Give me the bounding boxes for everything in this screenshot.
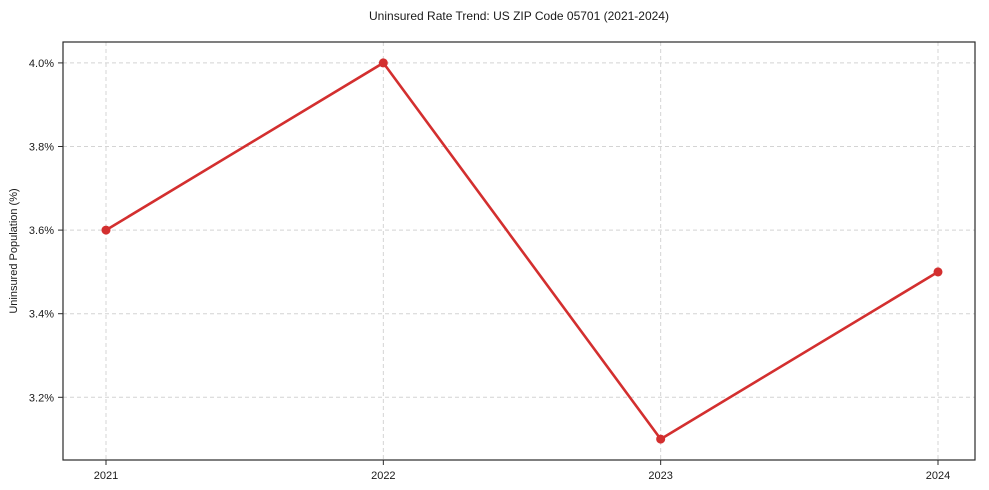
plot-area [62,41,976,461]
chart-title: Uninsured Rate Trend: US ZIP Code 05701 … [369,9,669,23]
x-tick-label: 2022 [371,470,395,482]
y-tick-label: 3.4% [29,309,54,321]
y-tick-label: 3.8% [29,142,54,154]
x-tick-label: 2021 [94,470,118,482]
series-layer [101,58,943,444]
tick-layer: 3.2% 3.4% 3.6% 3.8% 4.0% 2021 2022 2023 2024 [29,58,950,482]
y-tick-label: 4.0% [29,58,54,70]
x-tick-label: 2024 [926,470,950,482]
x-tick-label: 2023 [648,470,672,482]
data-point-marker [101,225,111,235]
y-tick-label: 3.6% [29,225,54,237]
data-point-marker [933,267,943,277]
y-tick-label: 3.2% [29,392,54,404]
data-point-marker [656,434,666,444]
data-point-marker [378,58,388,68]
trend-line [104,61,940,441]
grid-layer [63,42,975,460]
